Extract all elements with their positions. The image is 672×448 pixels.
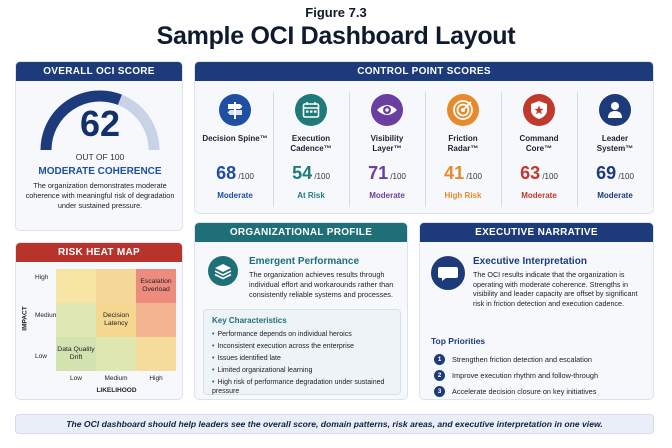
eye-icon	[371, 94, 403, 126]
control-point-execution-cadence: Execution Cadence™ 54 /100 At Risk	[273, 84, 349, 213]
characteristic-item: • High risk of performance degradation un…	[212, 379, 385, 396]
x-tick-low: Low	[70, 375, 82, 382]
control-point-name: Decision Spine™	[202, 134, 268, 143]
organizational-profile-card: ORGANIZATIONAL PROFILE Emergent Performa…	[194, 222, 408, 400]
score-gauge	[40, 90, 160, 151]
key-characteristics-title: Key Characteristics	[212, 316, 287, 325]
heat-cell	[96, 269, 136, 303]
control-point-status: High Risk	[444, 191, 482, 200]
control-point-score: 63 /100	[520, 163, 558, 183]
overall-score-value: 62	[79, 103, 121, 144]
priority-item: 3 Accelerate decision closure on key init…	[434, 386, 596, 397]
likelihood-axis-label: LIKELIHOOD	[96, 387, 137, 394]
control-point-status: Moderate	[369, 191, 405, 200]
control-point-status: Moderate	[597, 191, 633, 200]
control-point-score: 41 /100	[444, 163, 482, 183]
control-point-name: Visibility Layer™	[370, 134, 404, 153]
control-point-status: Moderate	[521, 191, 557, 200]
control-point-visibility-layer: Visibility Layer™ 71 /100 Moderate	[349, 84, 425, 213]
overall-score-card: OVERALL OCI SCORE 62 OUT OF 100 MODERATE…	[15, 61, 183, 231]
column-divider	[425, 92, 426, 207]
control-point-score: 54 /100	[292, 163, 330, 183]
characteristic-item: • Inconsistent execution across the enter…	[212, 343, 355, 350]
heat-cell	[56, 303, 96, 337]
layers-icon	[208, 256, 238, 286]
y-tick-high: High	[35, 274, 49, 281]
heat-cell	[56, 269, 96, 303]
profile-description: The organization achieves results throug…	[249, 270, 394, 299]
control-point-status: At Risk	[297, 191, 325, 200]
coherence-state: MODERATE COHERENCE	[38, 166, 162, 177]
risk-heat-map-header: RISK HEAT MAP	[16, 243, 182, 262]
footer-caption: The OCI dashboard should help leaders se…	[15, 414, 654, 434]
heat-cell-data-quality-drift: Data Quality Drift	[56, 337, 96, 371]
control-point-status: Moderate	[217, 191, 253, 200]
control-point-score: 71 /100	[368, 163, 406, 183]
heat-cell-escalation-overload: Escalation Overload	[136, 269, 176, 303]
control-point-friction-radar: Friction Radar™ 41 /100 High Risk	[425, 84, 501, 213]
control-point-header: CONTROL POINT SCORES	[195, 62, 653, 81]
overall-score-header: OVERALL OCI SCORE	[16, 62, 182, 81]
priority-item: 2 Improve execution rhythm and follow-thr…	[434, 370, 598, 381]
figure-label: Figure 7.3	[305, 5, 367, 20]
control-point-leader-system: Leader System™ 69 /100 Moderate	[577, 84, 653, 213]
shield-star-icon	[523, 94, 555, 126]
control-point-command-core: Command Core™ 63 /100 Moderate	[501, 84, 577, 213]
narrative-description: The OCI results indicate that the organi…	[473, 270, 638, 309]
heat-cell	[96, 337, 136, 371]
heat-cell	[136, 337, 176, 371]
x-tick-medium: Medium	[104, 375, 128, 382]
heat-cell	[136, 303, 176, 337]
narrative-title: Executive Interpretation	[473, 256, 587, 267]
top-priorities-title: Top Priorities	[431, 336, 486, 346]
control-point-score: 68 /100	[216, 163, 254, 183]
organizational-profile-header: ORGANIZATIONAL PROFILE	[195, 223, 407, 242]
signpost-icon	[219, 94, 251, 126]
key-characteristics-box: Key Characteristics • Performance depends…	[203, 309, 401, 395]
control-point-name: Friction Radar™	[447, 134, 479, 153]
control-point-name: Leader System™	[596, 134, 634, 153]
person-icon	[599, 94, 631, 126]
executive-narrative-header: EXECUTIVE NARRATIVE	[420, 223, 653, 242]
control-point-name: Command Core™	[519, 134, 559, 153]
control-point-scores-card: CONTROL POINT SCORES Decision Spine™ 68 /…	[194, 61, 654, 214]
executive-narrative-card: EXECUTIVE NARRATIVE Executive Interpreta…	[419, 222, 654, 400]
heat-cell-decision-latency: Decision Latency	[96, 303, 136, 337]
column-divider	[501, 92, 502, 207]
control-point-name: Execution Cadence™	[290, 134, 332, 153]
control-point-decision-spine: Decision Spine™ 68 /100 Moderate	[197, 84, 273, 213]
calendar-icon	[295, 94, 327, 126]
characteristic-item: • Limited organizational learning	[212, 367, 313, 374]
characteristic-item: • Issues identified late	[212, 355, 281, 362]
y-tick-medium: Medium	[35, 312, 59, 319]
target-icon	[447, 94, 479, 126]
heat-grid: Escalation Overload Decision Latency Dat…	[56, 269, 177, 372]
impact-axis-label: IMPACT	[21, 306, 29, 331]
overall-score-description: The organization demonstrates moderate c…	[25, 181, 175, 210]
profile-title: Emergent Performance	[249, 256, 360, 267]
control-point-score: 69 /100	[596, 163, 634, 183]
overall-score-max: OUT OF 100	[75, 152, 125, 162]
x-tick-high: High	[149, 375, 163, 382]
characteristic-item: • Performance depends on individual heroi…	[212, 331, 352, 338]
risk-heat-map-card: RISK HEAT MAP IMPACT High Medium Low Esc…	[15, 242, 183, 400]
column-divider	[577, 92, 578, 207]
column-divider	[349, 92, 350, 207]
page-title: Sample OCI Dashboard Layout	[156, 22, 516, 50]
speech-bubble-icon	[431, 256, 465, 290]
column-divider	[273, 92, 274, 207]
y-tick-low: Low	[35, 353, 47, 360]
priority-item: 1 Strengthen friction detection and escal…	[434, 354, 592, 365]
